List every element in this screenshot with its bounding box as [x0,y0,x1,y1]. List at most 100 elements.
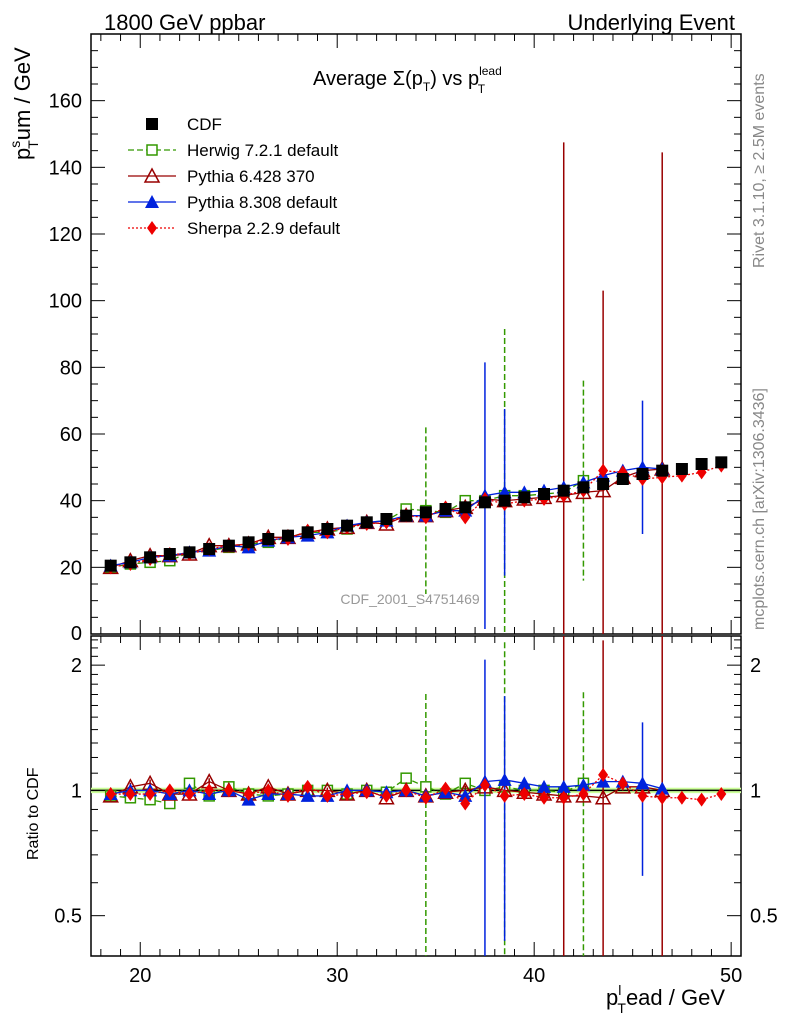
data-point-sherpa [460,510,471,525]
ratio-point-sherpa [204,783,215,798]
ratio-y-tick-label: 1 [71,780,82,802]
ratio-point-pythia8 [300,788,315,802]
legend-marker [147,221,157,235]
legend-entry-cdf: CDF [146,115,222,134]
legend-marker [143,167,161,183]
series-layer [102,142,728,956]
ratio-point-sherpa [558,790,569,805]
data-point-cdf [459,501,472,514]
x-axis-label: pl Tead / GeV [606,982,725,1016]
ratio-point-sherpa [322,788,333,803]
data-point-cdf [597,478,610,490]
y-tick-label: 60 [60,424,82,446]
legend-label: Pythia 6.428 370 [187,167,315,186]
data-point-cdf [281,529,294,542]
ratio-point-sherpa [125,787,136,802]
ratio-point-pythia8 [497,772,512,786]
rivet-version-label: Rivet 3.1.10, ≥ 2.5M events [751,73,768,268]
axis-ticks: 20 30 40 50 20 40 60 80 100 120 140 160 0 0.5 0.5 1 1 2 2 [49,33,778,987]
legend-entry-herwig: Herwig 7.2.1 default [128,141,338,160]
ratio-series-sherpa [105,767,727,811]
ratio-point-sherpa [184,787,195,802]
y-tick-label: 100 [49,291,82,313]
y-tick-label: 120 [49,224,82,246]
ratio-y-tick-label-right: 1 [750,780,761,802]
legend-label: Pythia 8.308 default [187,193,338,212]
data-point-cdf [715,456,728,469]
ratio-point-sherpa [637,788,648,803]
ratio-point-sherpa [460,796,471,811]
ratio-point-sherpa [401,783,412,798]
ratio-point-sherpa [243,787,254,802]
data-point-cdf [262,533,275,545]
data-point-cdf [144,551,157,564]
legend-marker [145,195,159,208]
data-point-cdf [675,463,688,475]
y-axis-label-ratio: Ratio to CDF [25,767,42,860]
ratio-point-sherpa [598,767,609,782]
data-point-cdf [380,513,393,525]
energy-label: 1800 GeV ppbar [104,10,265,35]
ratio-point-sherpa [479,778,490,793]
ratio-point-sherpa [342,787,353,802]
data-point-cdf [242,536,255,549]
data-point-cdf [183,546,196,559]
legend-marker [146,118,158,130]
x-tick-label: 20 [129,965,151,987]
series-sherpa [105,458,727,575]
ratio-y-tick-label-right: 2 [750,655,761,677]
legend-entry-pythia8: Pythia 8.308 default [128,193,338,212]
data-point-sherpa [598,463,609,478]
x-tick-label: 30 [326,965,348,987]
ratio-point-sherpa [381,788,392,803]
series-line [110,465,722,568]
plot-title: Average Σ(pT) vs plead T [313,64,502,96]
data-point-cdf [419,506,432,519]
ratio-point-sherpa [145,787,156,802]
data-point-cdf [636,468,649,480]
ratio-point-sherpa [440,781,451,796]
ratio-point-sherpa [263,783,274,798]
ratio-point-sherpa [499,788,510,803]
y-tick-label: 160 [49,91,82,113]
series-cdf [104,456,728,572]
y-tick-label-zero: 0 [71,623,82,645]
ratio-band [91,787,741,794]
data-point-cdf [203,543,216,555]
ratio-point-herwig [400,772,412,784]
ratio-point-sherpa [716,787,727,802]
ratio-point-sherpa [302,779,313,794]
data-point-cdf [124,556,137,569]
data-point-cdf [400,509,413,522]
data-point-cdf [321,523,334,535]
ratio-y-tick-label-right: 0.5 [750,906,778,928]
ratio-point-sherpa [519,787,530,802]
legend-label: Sherpa 2.2.9 default [187,219,340,238]
ratio-point-pythia8 [458,788,473,802]
y-tick-label: 40 [60,491,82,513]
x-tick-label: 50 [720,965,742,987]
data-point-cdf [695,458,708,470]
legend: CDF Herwig 7.2.1 default Pythia 6.428 370 P… [128,115,340,238]
legend-entry-sherpa: Sherpa 2.2.9 default [128,219,340,238]
ratio-point-pythia6 [594,789,612,805]
ratio-point-sherpa [539,790,550,805]
data-point-cdf [104,559,117,572]
data-point-cdf [518,491,531,504]
ratio-point-pythia8 [556,779,571,793]
data-point-cdf [498,494,511,507]
mcplots-label: mcplots.cern.ch [arXiv:1306.3436] [751,388,768,630]
data-point-cdf [538,488,551,500]
y-tick-label: 80 [60,357,82,379]
ratio-y-tick-label: 0.5 [54,906,82,928]
ratio-point-pythia8 [517,776,532,790]
series-herwig [104,329,590,634]
ratio-point-pythia8 [635,776,650,790]
data-point-cdf [557,484,570,497]
legend-entry-pythia6: Pythia 6.428 370 [128,167,315,186]
ratio-point-sherpa [361,785,372,800]
legend-marker [146,144,158,156]
x-tick-label: 40 [523,965,545,987]
data-point-cdf [222,539,235,552]
